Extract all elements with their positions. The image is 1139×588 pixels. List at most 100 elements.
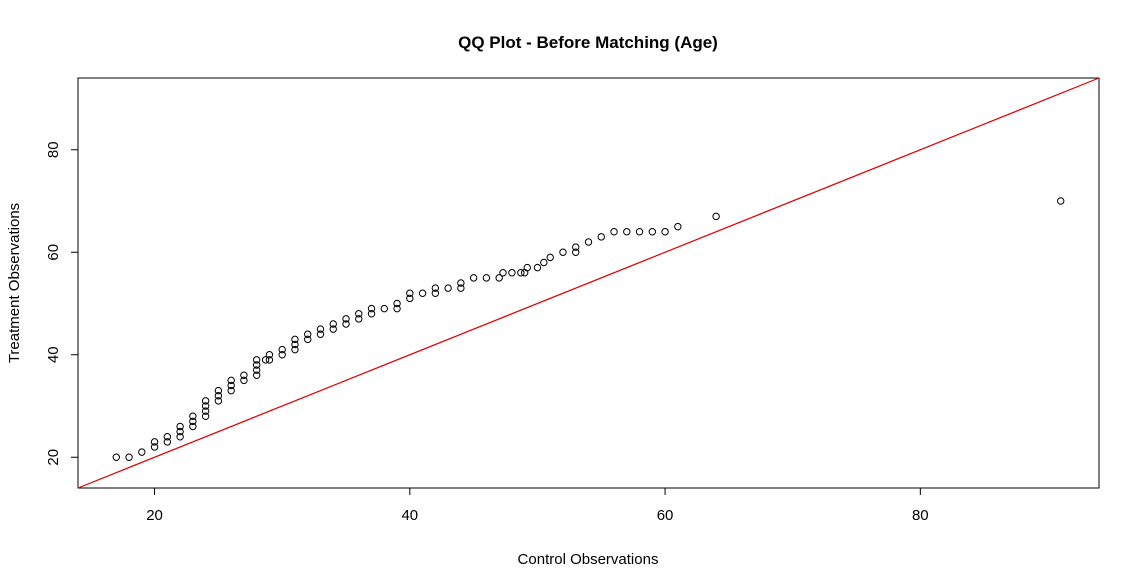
data-point [278,345,286,354]
data-point [623,228,631,236]
y-tick-label: 80 [45,141,62,158]
data-point [261,356,270,364]
y-axis-label: Treatment Observations [6,203,23,363]
data-point [138,448,146,456]
y-axis: 20 40 60 80 [45,141,78,466]
data-point [367,304,376,313]
data-point [393,304,401,313]
data-point [252,371,261,379]
x-axis-label: Control Observations [518,551,659,568]
data-point [418,289,427,297]
data-point [265,351,274,359]
chart-title: QQ Plot - Before Matching (Age) [458,33,718,52]
y-tick-label: 20 [45,449,62,466]
data-point [240,376,248,385]
reference-line [77,77,1100,489]
x-axis: 20 40 60 80 [146,488,929,524]
data-point [572,248,580,256]
data-point [316,330,325,338]
data-point [227,381,235,390]
data-point [482,274,491,282]
data-point [125,453,133,461]
data-point [444,284,452,292]
data-point [291,345,299,354]
data-point [252,356,261,364]
data-point [316,325,325,333]
data-point [227,386,235,395]
data-point [355,310,363,318]
data-point [189,412,197,420]
plot-frame [77,77,1100,489]
data-point [112,453,120,461]
data-point [635,228,644,236]
data-point [367,310,376,318]
data-point [329,325,337,333]
data-point [201,407,210,415]
data-point [150,443,159,451]
data-point [380,304,388,313]
data-point [1057,197,1065,205]
data-point [610,228,618,236]
data-point [559,248,567,256]
data-point [342,320,350,328]
x-tick-label: 40 [401,507,418,524]
data-point [163,433,172,441]
data-point [572,243,580,251]
data-point [227,376,235,385]
data-point [523,263,531,272]
data-point [214,397,223,405]
data-point [355,315,363,323]
data-point [469,274,478,282]
data-point [201,412,210,420]
data-point [201,402,210,410]
data-point [176,427,184,436]
data-points [112,197,1065,461]
data-point [457,284,465,292]
y-tick-label: 60 [45,244,62,261]
data-point [584,238,593,246]
reference-line-group [77,77,1100,489]
data-point [533,263,542,272]
data-point [674,222,682,231]
data-point [648,228,657,236]
data-point [240,371,248,379]
x-tick-label: 60 [657,507,674,524]
data-point [252,361,261,369]
data-point [661,228,669,236]
data-point [406,294,414,303]
data-point [214,392,223,400]
data-point [214,386,223,395]
data-point [278,351,286,359]
data-point [457,279,465,287]
data-point [342,315,350,323]
data-point [150,438,159,446]
data-point [431,289,440,297]
data-point [201,397,210,405]
data-point [546,253,554,262]
data-point [597,233,605,241]
data-point [406,289,414,297]
data-point [265,356,274,364]
data-point [176,422,184,431]
data-point [252,366,261,374]
data-point [304,335,312,344]
data-point [163,438,172,446]
data-point [176,433,184,441]
data-point [508,269,516,277]
data-point [431,284,440,292]
x-tick-label: 20 [146,507,163,524]
data-point [712,212,720,221]
data-point [329,320,337,328]
data-point [393,299,401,308]
data-point [499,269,507,277]
data-point [189,417,197,426]
x-tick-label: 80 [912,507,929,524]
data-point [304,330,312,338]
y-tick-label: 40 [45,346,62,363]
data-point [517,269,525,277]
data-point [540,258,548,267]
data-point [291,335,299,344]
data-point [291,340,299,349]
data-point [495,274,503,282]
